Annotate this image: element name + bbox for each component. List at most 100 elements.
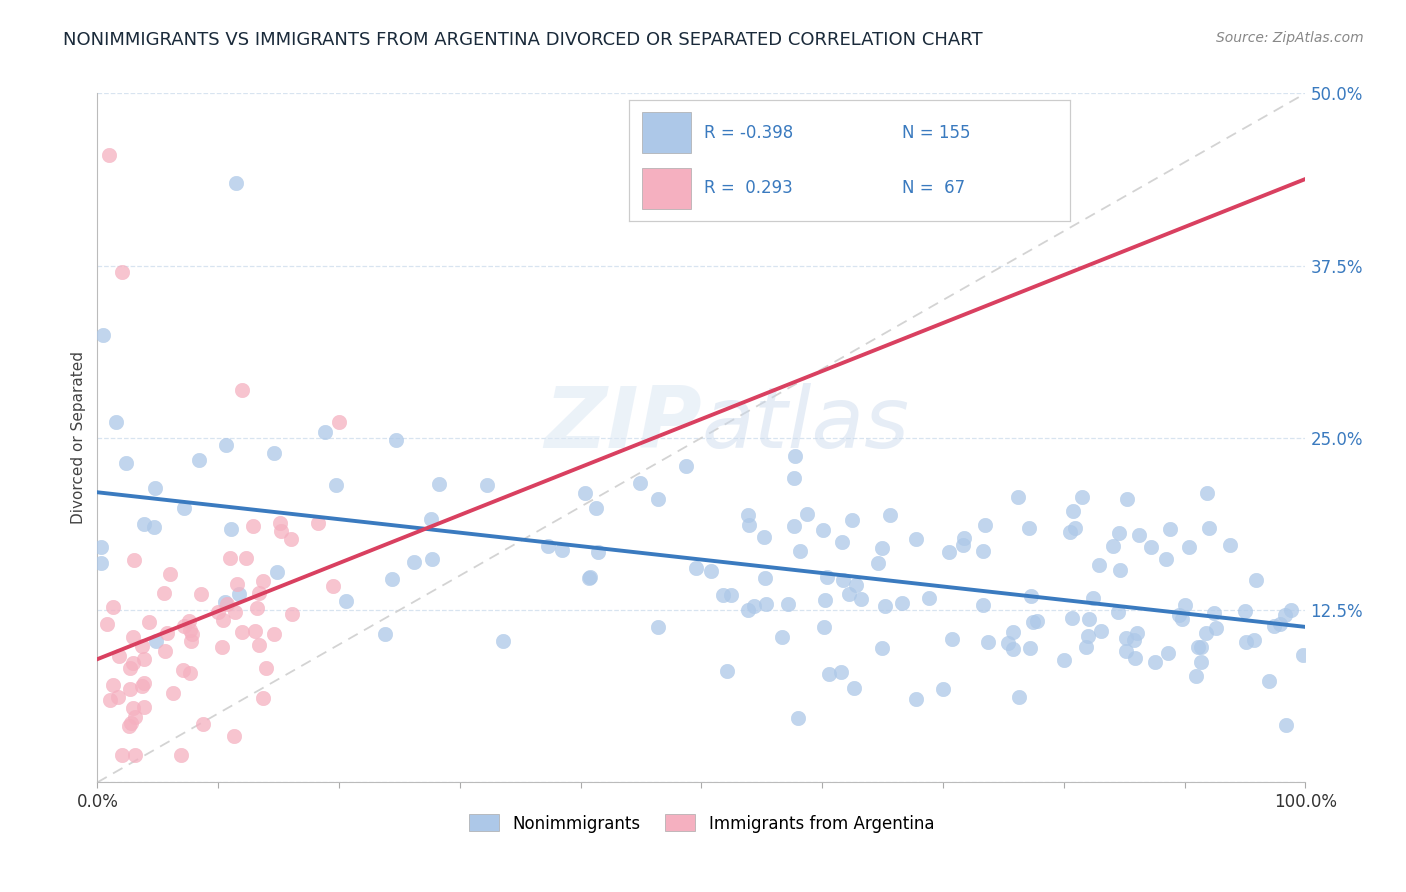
Point xyxy=(122,656,145,670)
Point xyxy=(492,634,515,648)
Point xyxy=(815,569,838,583)
Point xyxy=(214,438,236,452)
Point xyxy=(1002,625,1025,640)
Point xyxy=(266,565,288,579)
Point xyxy=(314,425,336,439)
Text: ZIP: ZIP xyxy=(544,383,702,466)
Point xyxy=(1156,551,1178,566)
Point xyxy=(868,556,890,570)
Point xyxy=(118,682,141,697)
Point xyxy=(131,679,153,693)
Point xyxy=(1062,504,1084,518)
Point xyxy=(225,577,247,591)
Point xyxy=(738,518,761,533)
Point xyxy=(114,456,136,470)
Point xyxy=(224,605,246,619)
Point xyxy=(787,711,810,725)
Point xyxy=(110,265,132,279)
Point xyxy=(977,634,1000,648)
Point xyxy=(93,327,115,342)
Point xyxy=(219,522,242,536)
Point xyxy=(247,638,270,652)
Point xyxy=(173,619,195,633)
Point xyxy=(1219,538,1241,552)
Point xyxy=(931,682,953,697)
Point xyxy=(1019,641,1042,656)
Point xyxy=(890,596,912,610)
Point xyxy=(831,534,853,549)
Point xyxy=(219,551,242,566)
Point xyxy=(796,507,818,521)
Point xyxy=(1108,526,1130,541)
Point xyxy=(700,565,723,579)
Point xyxy=(1144,655,1167,669)
Point xyxy=(381,572,404,586)
Point xyxy=(90,556,112,570)
Point xyxy=(108,648,131,663)
Point xyxy=(1234,635,1257,649)
Point xyxy=(904,691,927,706)
Point xyxy=(811,523,834,537)
Point xyxy=(1002,641,1025,656)
Point xyxy=(252,574,274,589)
Point xyxy=(207,606,229,620)
Point xyxy=(830,665,852,679)
Point xyxy=(628,475,651,490)
Point xyxy=(211,640,233,654)
Point xyxy=(134,676,156,690)
Point xyxy=(685,561,707,575)
Point xyxy=(814,592,837,607)
Point xyxy=(269,516,291,530)
Point xyxy=(122,701,145,715)
Point xyxy=(845,578,868,592)
Legend: Nonimmigrants, Immigrants from Argentina: Nonimmigrants, Immigrants from Argentina xyxy=(468,814,934,832)
Point xyxy=(742,599,765,613)
Point xyxy=(841,512,863,526)
Point xyxy=(374,626,396,640)
Point xyxy=(1189,655,1212,669)
Point xyxy=(191,717,214,731)
Point xyxy=(475,478,498,492)
Point xyxy=(385,434,408,448)
Point xyxy=(131,639,153,653)
Point xyxy=(1125,626,1147,640)
Point xyxy=(1185,669,1208,683)
Point xyxy=(974,517,997,532)
Point xyxy=(1018,521,1040,535)
Point xyxy=(1059,524,1081,539)
Point xyxy=(231,625,253,640)
Point xyxy=(162,686,184,700)
Point xyxy=(111,747,134,762)
Point xyxy=(972,544,994,558)
Point xyxy=(1116,491,1139,506)
Point xyxy=(585,500,607,515)
Point xyxy=(235,550,257,565)
Point xyxy=(1102,539,1125,553)
Text: Source: ZipAtlas.com: Source: ZipAtlas.com xyxy=(1216,31,1364,45)
Point xyxy=(1008,690,1031,705)
Point xyxy=(281,607,304,621)
Point xyxy=(574,485,596,500)
Point xyxy=(578,571,600,585)
Point xyxy=(96,617,118,632)
Point xyxy=(737,603,759,617)
Point xyxy=(952,537,974,551)
Point xyxy=(1025,614,1047,628)
Point xyxy=(179,665,201,680)
Point xyxy=(427,477,450,491)
Point xyxy=(904,532,927,546)
Point xyxy=(1081,591,1104,605)
Point xyxy=(187,452,209,467)
Y-axis label: Divorced or Separated: Divorced or Separated xyxy=(72,351,86,524)
Point xyxy=(120,716,142,731)
Point xyxy=(118,661,141,675)
Point xyxy=(134,652,156,666)
Point xyxy=(159,567,181,582)
Point xyxy=(328,415,350,429)
Point xyxy=(1074,640,1097,654)
Point xyxy=(551,543,574,558)
Point xyxy=(152,586,174,600)
Point xyxy=(716,664,738,678)
Point xyxy=(215,597,238,611)
Point xyxy=(170,747,193,762)
